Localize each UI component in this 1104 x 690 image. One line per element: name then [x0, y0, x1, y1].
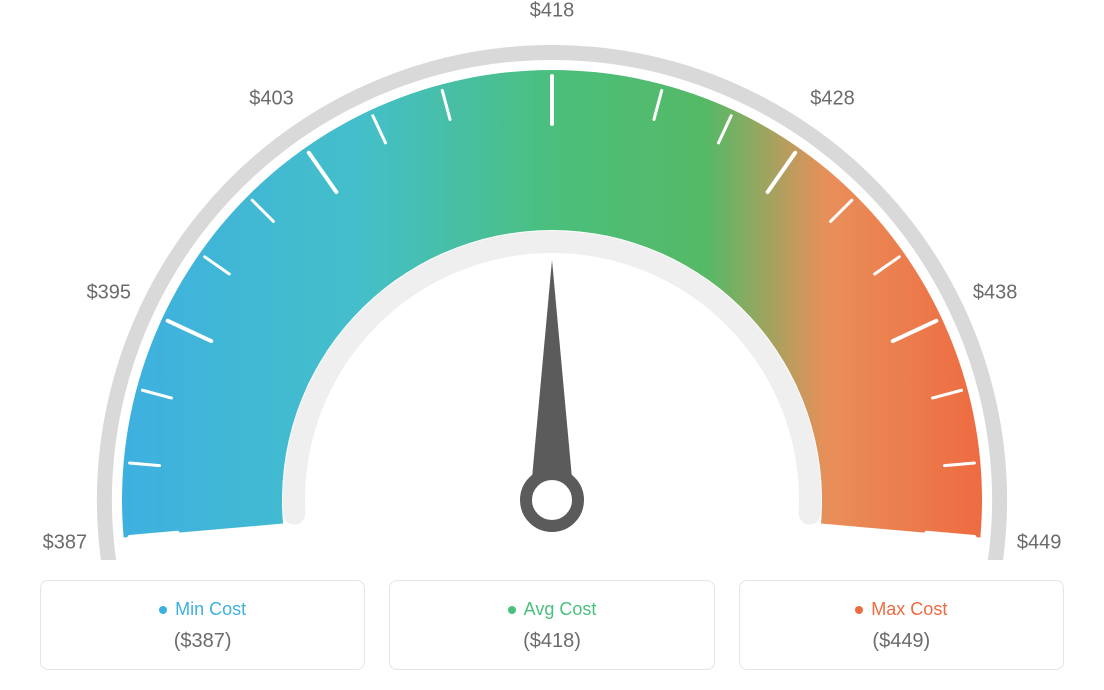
max-cost-value: ($449)	[740, 630, 1063, 653]
gauge-tick-label: $428	[810, 88, 855, 111]
summary-cards: Min Cost ($387) Avg Cost ($418) Max Cost…	[40, 580, 1064, 670]
min-dot-icon	[159, 606, 167, 614]
max-cost-label-row: Max Cost	[740, 599, 1063, 620]
min-cost-label-row: Min Cost	[41, 599, 364, 620]
gauge-svg	[0, 0, 1104, 560]
min-cost-value: ($387)	[41, 630, 364, 653]
gauge-area: $387 $395 $403 $418 $428 $438 $449	[0, 0, 1104, 560]
avg-dot-icon	[508, 606, 516, 614]
gauge-tick-label: $387	[43, 531, 88, 554]
min-cost-label: Min Cost	[175, 599, 246, 620]
min-cost-card: Min Cost ($387)	[40, 580, 365, 670]
gauge-tick-label: $395	[87, 282, 132, 305]
gauge-tick-label: $449	[1017, 531, 1062, 554]
max-cost-card: Max Cost ($449)	[739, 580, 1064, 670]
avg-cost-label-row: Avg Cost	[390, 599, 713, 620]
max-dot-icon	[855, 606, 863, 614]
gauge-tick-label: $403	[249, 88, 294, 111]
max-cost-label: Max Cost	[871, 599, 947, 620]
avg-cost-label: Avg Cost	[524, 599, 597, 620]
gauge-tick-label: $438	[973, 282, 1018, 305]
avg-cost-value: ($418)	[390, 630, 713, 653]
gauge-chart-container: $387 $395 $403 $418 $428 $438 $449 Min Cost ($…	[0, 0, 1104, 690]
gauge-tick-label: $418	[530, 0, 575, 23]
avg-cost-card: Avg Cost ($418)	[389, 580, 714, 670]
